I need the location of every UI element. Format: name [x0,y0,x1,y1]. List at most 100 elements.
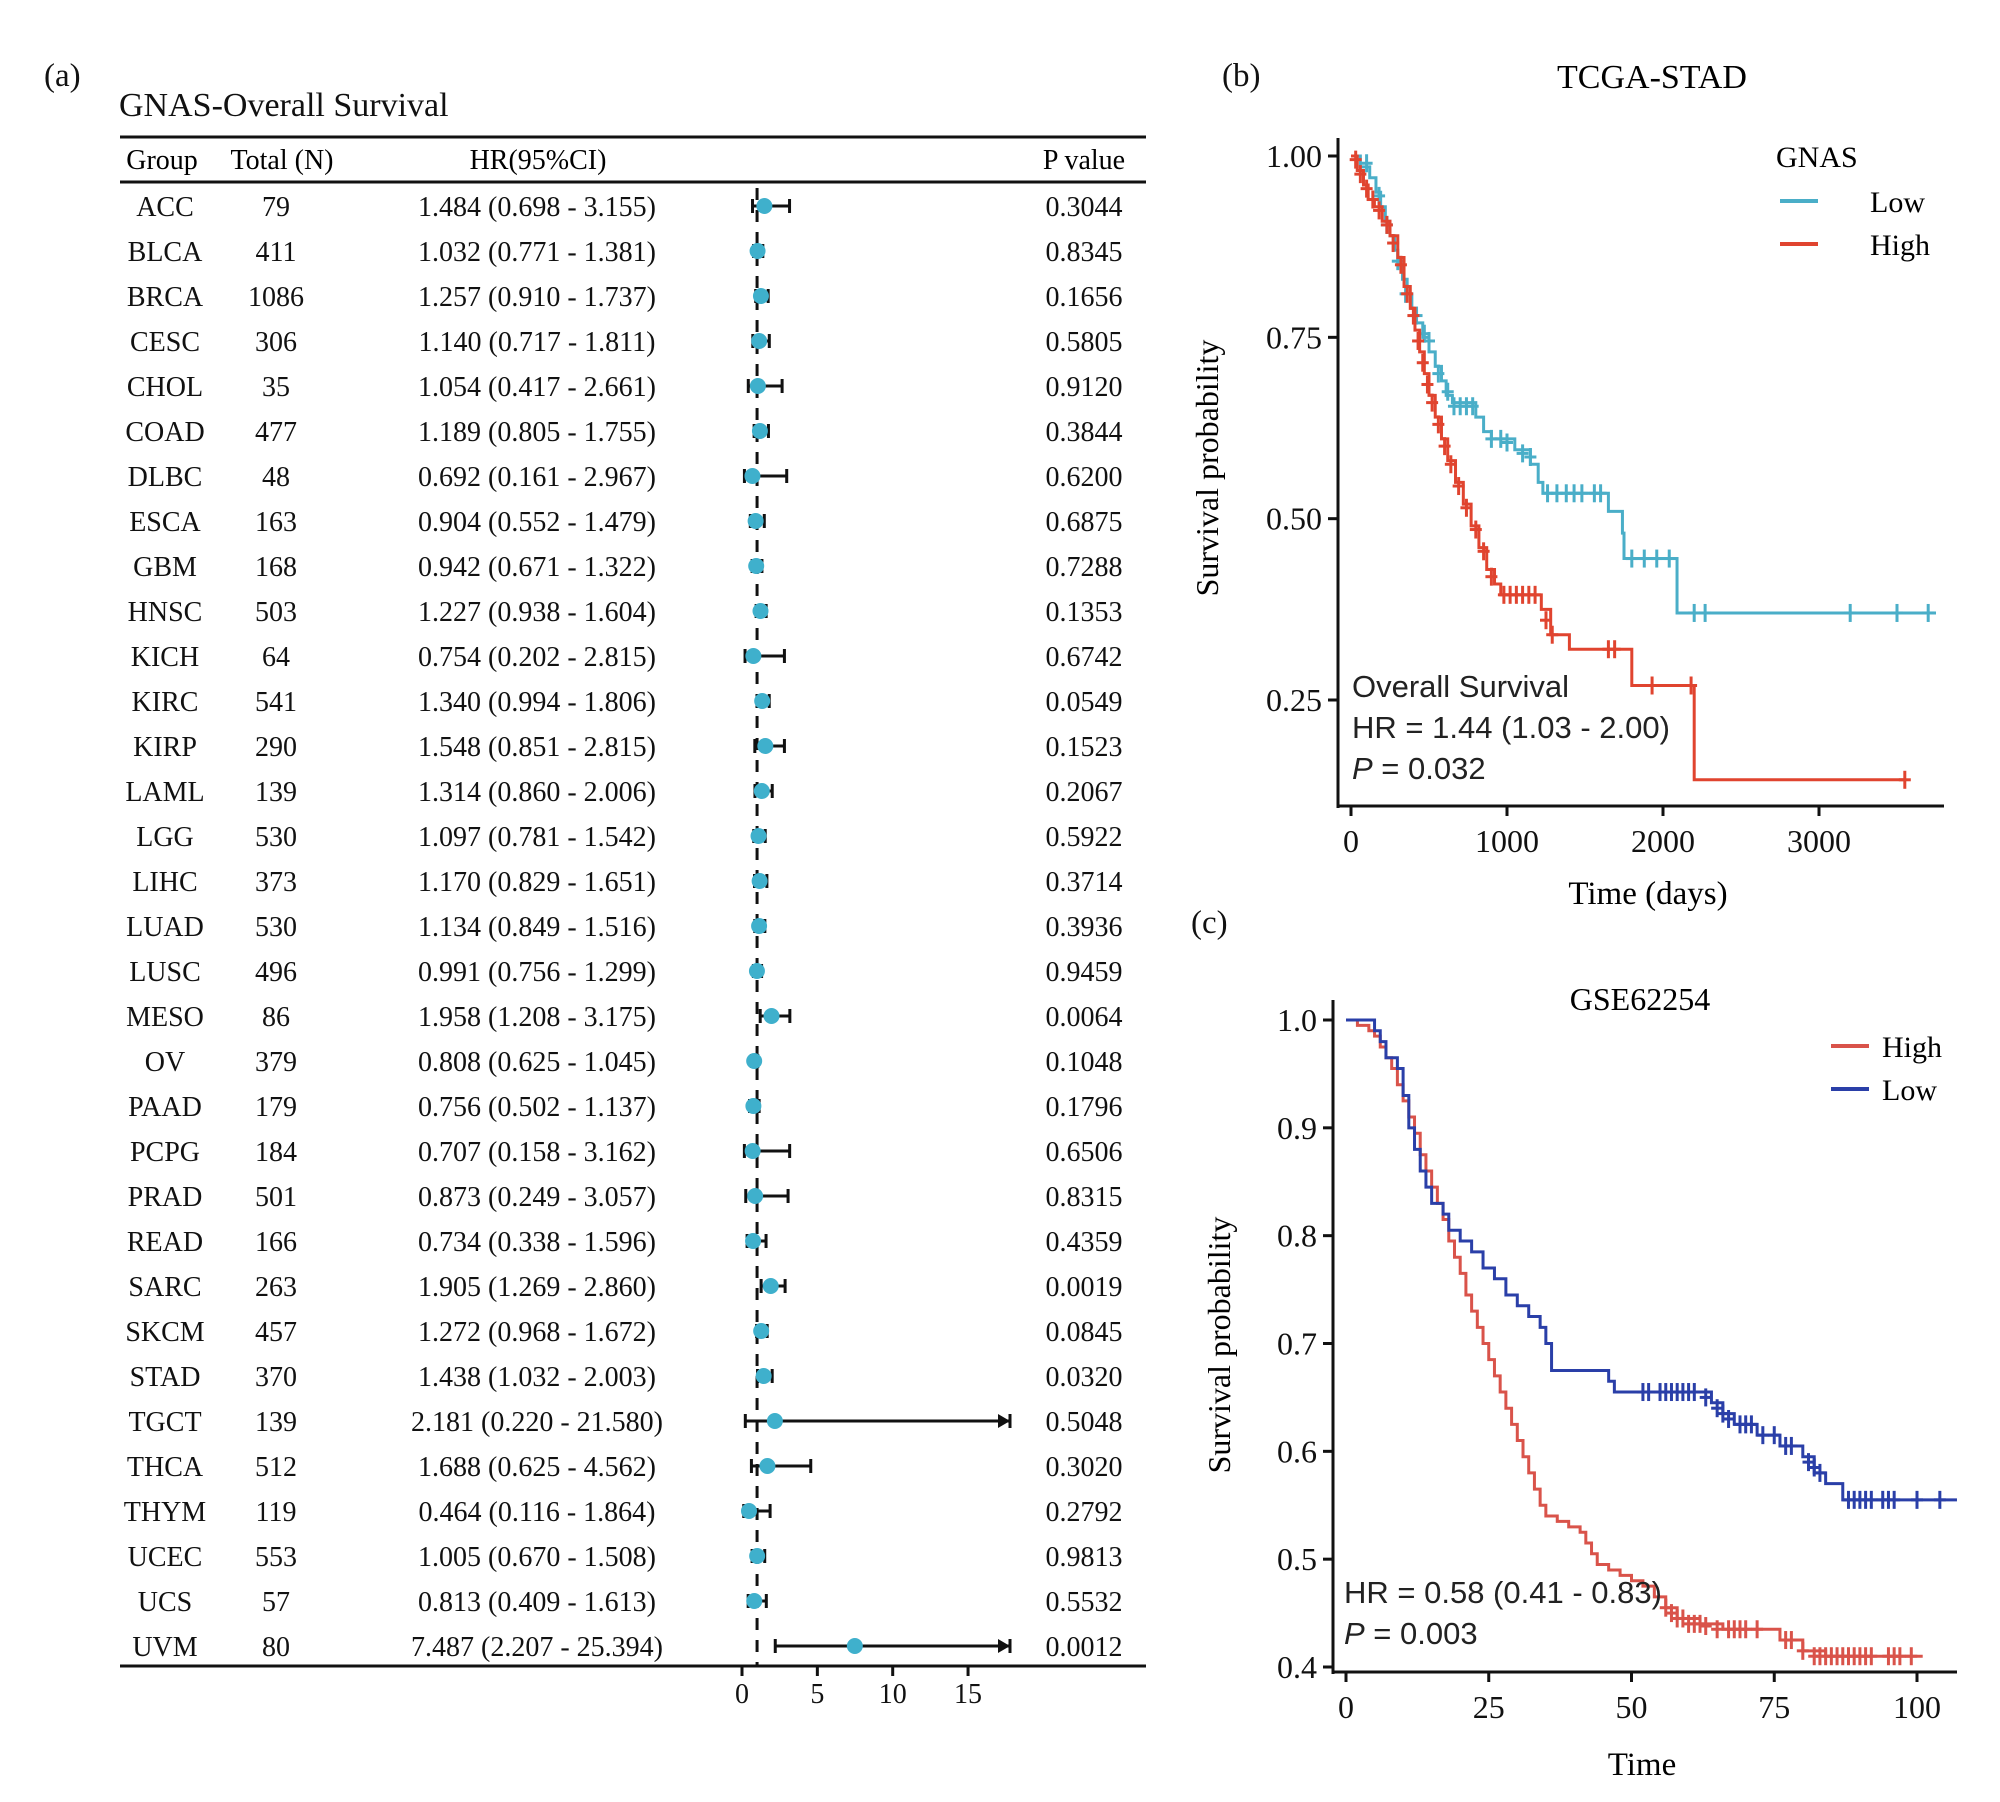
row-hr: 1.257 (0.910 - 1.737) [418,282,656,313]
km-c-annotation-p: P = 0.003 [1344,1616,1478,1651]
km-c-x-tick-label: 0 [1338,1689,1354,1725]
forest-point [744,468,761,484]
row-total: 119 [256,1497,297,1528]
km-c-annotation-hr: HR = 0.58 (0.41 - 0.83) [1344,1575,1662,1610]
km-b-legend-low-label: Low [1870,186,1925,219]
km-b-ylabel: Survival probability [1189,340,1225,597]
row-p-value: 0.7288 [1046,552,1123,583]
row-p-value: 0.0019 [1046,1272,1123,1303]
row-hr: 1.688 (0.625 - 4.562) [418,1452,656,1483]
forest-row: GBM 168 0.942 (0.671 - 1.322) 0.7288 [133,552,1122,583]
row-hr: 0.942 (0.671 - 1.322) [418,552,656,583]
forest-point [757,738,774,754]
row-total: 139 [255,777,297,808]
forest-point [745,648,762,664]
forest-row: PRAD 501 0.873 (0.249 - 3.057) 0.8315 [128,1182,1123,1213]
panel-label-c: (c) [1191,905,1228,941]
forest-row: LGG 530 1.097 (0.781 - 1.542) 0.5922 [136,822,1122,853]
km-c-ylabel: Survival probability [1201,1217,1237,1474]
row-total: 184 [255,1137,297,1168]
row-group: OV [145,1047,185,1078]
forest-point [748,558,765,574]
row-total: 57 [262,1587,290,1618]
row-group: THYM [124,1497,207,1528]
forest-point [752,603,769,619]
row-total: 139 [255,1407,297,1438]
km-c-legend-low-label: Low [1882,1074,1937,1107]
row-group: ESCA [129,507,201,538]
row-total: 541 [255,687,297,718]
row-group: PCPG [130,1137,200,1168]
km-b-annotation-p: P = 0.032 [1352,751,1486,786]
forest-point [766,1413,783,1429]
forest-row: LUSC 496 0.991 (0.756 - 1.299) 0.9459 [129,957,1122,988]
forest-row: KIRP 290 1.548 (0.851 - 2.815) 0.1523 [133,732,1122,763]
forest-row: SKCM 457 1.272 (0.968 - 1.672) 0.0845 [125,1317,1122,1348]
km-c-x-tick-label: 50 [1616,1689,1648,1725]
forest-row: BRCA 1086 1.257 (0.910 - 1.737) 0.1656 [127,282,1123,313]
row-group: HNSC [128,597,203,628]
row-total: 530 [255,912,297,943]
row-group: UCS [138,1587,192,1618]
row-p-value: 0.0064 [1046,1002,1123,1033]
row-group: DLBC [128,462,203,493]
km-c-x-tick-label: 100 [1893,1689,1941,1725]
km-c-legend-high-label: High [1882,1031,1942,1064]
km-b-legend: GNAS Low High [1776,141,1930,262]
row-total: 373 [255,867,297,898]
forest-point [749,378,766,394]
row-group: UCEC [128,1542,203,1573]
row-p-value: 0.3936 [1046,912,1123,943]
forest-row: MESO 86 1.958 (1.208 - 3.175) 0.0064 [126,1002,1122,1033]
forest-x-tick-label: 15 [954,1679,982,1710]
km-c-annotation: HR = 0.58 (0.41 - 0.83) P = 0.003 [1344,1575,1662,1651]
row-p-value: 0.5805 [1046,327,1123,358]
km-c-curve-high [1346,1018,1923,1658]
km-c-y-tick-label: 0.5 [1277,1541,1317,1577]
forest-row: LAML 139 1.314 (0.860 - 2.006) 0.2067 [125,777,1122,808]
km-c-xlabel: Time [1608,1747,1676,1783]
forest-row: OV 379 0.808 (0.625 - 1.045) 0.1048 [145,1047,1123,1078]
row-hr: 1.314 (0.860 - 2.006) [418,777,656,808]
row-p-value: 0.6506 [1046,1137,1123,1168]
col-header-total: Total (N) [230,145,333,176]
km-b-curve-low [1351,154,1936,615]
forest-x-tick-label: 10 [879,1679,907,1710]
row-group: TGCT [128,1407,201,1438]
row-total: 290 [255,732,297,763]
row-hr: 1.548 (0.851 - 2.815) [418,732,656,763]
km-b-y-tick-label: 0.75 [1266,319,1322,355]
row-group: READ [127,1227,203,1258]
row-p-value: 0.6875 [1046,507,1123,538]
row-p-value: 0.1048 [1046,1047,1123,1078]
row-total: 64 [262,642,290,673]
row-p-value: 0.0845 [1046,1317,1123,1348]
row-total: 179 [255,1092,297,1123]
forest-point [746,1593,763,1609]
forest-row: TGCT 139 2.181 (0.220 - 21.580) 0.5048 [128,1407,1122,1438]
row-hr: 0.991 (0.756 - 1.299) [418,957,656,988]
row-p-value: 0.9813 [1046,1542,1123,1573]
row-p-value: 0.0012 [1046,1632,1123,1663]
row-group: LIHC [132,867,197,898]
row-p-value: 0.3020 [1046,1452,1123,1483]
forest-row: READ 166 0.734 (0.338 - 1.596) 0.4359 [127,1227,1123,1258]
km-b-annotation-title: Overall Survival [1352,669,1569,704]
row-hr: 2.181 (0.220 - 21.580) [411,1407,663,1438]
row-group: CHOL [127,372,203,403]
row-p-value: 0.6200 [1046,462,1123,493]
km-c-x-tick-label: 25 [1473,1689,1505,1725]
forest-row: PCPG 184 0.707 (0.158 - 3.162) 0.6506 [130,1137,1123,1168]
km-c-y-tick-label: 1.0 [1277,1002,1317,1038]
row-group: ACC [136,192,194,223]
forest-point [745,1098,762,1114]
forest-point [755,1368,772,1384]
forest-row: UCS 57 0.813 (0.409 - 1.613) 0.5532 [138,1587,1123,1618]
row-hr: 1.905 (1.269 - 2.860) [418,1272,656,1303]
row-group: SKCM [125,1317,204,1348]
row-group: CESC [130,327,200,358]
row-total: 379 [255,1047,297,1078]
km-b-xlabel: Time (days) [1568,876,1727,912]
